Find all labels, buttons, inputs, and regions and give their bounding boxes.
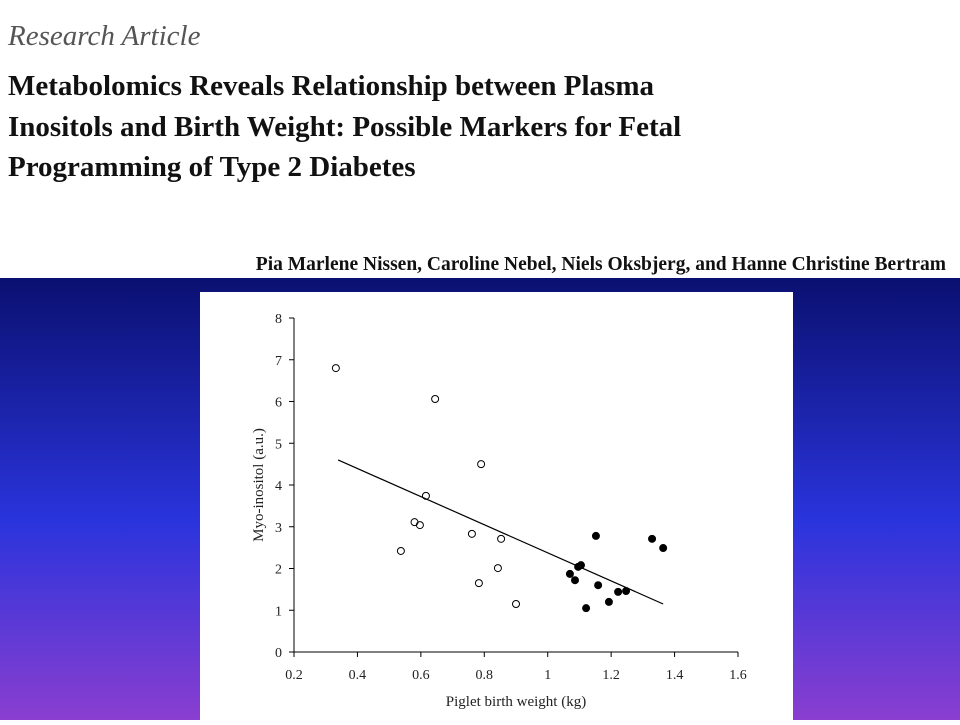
x-tick-label: 0.6 (412, 668, 430, 683)
y-tick-label: 4 (275, 479, 282, 494)
header-bg (0, 0, 960, 278)
x-tick-label: 0.2 (285, 668, 303, 683)
y-tick-label: 1 (275, 604, 282, 619)
chart-panel (200, 292, 793, 720)
y-tick-label: 6 (275, 396, 282, 411)
x-tick-label: 0.8 (476, 668, 494, 683)
x-tick-label: 1 (544, 668, 551, 683)
scatter-point (512, 599, 520, 608)
scatter-point (415, 521, 424, 530)
trend-line (337, 459, 664, 605)
scatter-point (477, 460, 486, 469)
title-line: Inositols and Birth Weight: Possible Mar… (8, 111, 681, 143)
article-type: Research Article (7, 20, 201, 52)
y-axis-label: Myo-inositol (a.u.) (251, 428, 267, 542)
y-tick-label: 3 (275, 521, 282, 536)
x-axis-label: Piglet birth weight (kg) (446, 694, 586, 710)
scatter-point (570, 576, 579, 585)
scatter-point (594, 581, 603, 590)
y-tick-label: 0 (275, 646, 282, 661)
x-tick-label: 1.6 (729, 668, 747, 683)
scatter-point (493, 564, 502, 573)
authors: Pia Marlene Nissen, Caroline Nebel, Niel… (256, 254, 946, 275)
scatter-point (582, 604, 591, 613)
scatter-point (497, 534, 506, 543)
scatter-point (648, 534, 657, 543)
y-tick-label: 5 (275, 437, 282, 452)
plot: 0 1 2 3 4 5 6 7 8 0.2 0.4 0.6 0.8 1 1.2 1.4 1.6 Piglet bi… (251, 312, 747, 710)
scatter-point (577, 561, 586, 570)
title-line: Programming of Type 2 Diabetes (8, 151, 416, 183)
scatter-point (659, 544, 668, 553)
y-tick-label: 7 (275, 354, 282, 369)
x-tick-label: 0.4 (349, 668, 367, 683)
scatter-point (467, 529, 476, 538)
scatter-point (591, 531, 600, 540)
scatter-point (604, 597, 613, 606)
scatter-point (565, 569, 574, 578)
x-tick-label: 1.2 (602, 668, 620, 683)
scatter-point (622, 587, 631, 596)
y-tick-label: 8 (275, 312, 282, 327)
scatter-point (474, 579, 483, 588)
scatter-point (396, 546, 405, 555)
scatter-point (614, 587, 623, 596)
scatter-point (421, 491, 430, 500)
y-tick-label: 2 (275, 563, 282, 578)
title-line: Metabolomics Reveals Relationship betwee… (8, 70, 654, 102)
scatter-point (331, 364, 340, 373)
x-tick-label: 1.4 (666, 668, 684, 683)
scatter-point (431, 394, 440, 403)
